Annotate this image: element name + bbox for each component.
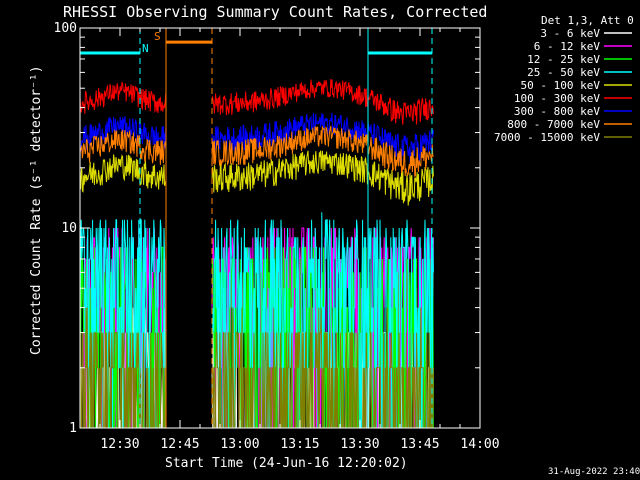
y-tick-label-1: 10 xyxy=(61,221,77,236)
legend-label-4: 50 - 100 keV xyxy=(521,79,601,92)
chart-title: RHESSI Observing Summary Count Rates, Co… xyxy=(63,3,487,21)
y-tick-label-0: 1 xyxy=(69,421,77,436)
series-line-5-0 xyxy=(80,81,167,114)
footer-date: 31-Aug-2022 23:40 xyxy=(548,467,640,477)
legend-label-7: 800 - 7000 keV xyxy=(507,118,600,131)
y-tick-label-2: 100 xyxy=(54,21,77,36)
x-tick-label-0: 12:30 xyxy=(100,437,139,452)
plot-area: NS xyxy=(80,28,434,428)
series-line-8-0 xyxy=(80,307,167,428)
series-50-100kev xyxy=(80,150,434,206)
legend-label-3: 25 - 50 keV xyxy=(527,66,600,79)
flag-label-n: N xyxy=(142,42,149,55)
x-tick-label-4: 13:30 xyxy=(340,437,379,452)
legend-label-2: 12 - 25 keV xyxy=(527,53,600,66)
series-7000-15000kev xyxy=(80,307,434,428)
legend-label-8: 7000 - 15000 keV xyxy=(494,131,600,144)
series-800-7000kev xyxy=(80,125,434,178)
series-line-7-0 xyxy=(80,129,167,165)
axis-ticks: 12:30 12:45 13:00 13:15 13:30 13:45 14:00 1 10 10… xyxy=(54,21,500,452)
legend-header: Det 1,3, Att 0 xyxy=(541,14,634,27)
x-tick-label-6: 14:00 xyxy=(460,437,499,452)
legend-label-6: 300 - 800 keV xyxy=(514,105,600,118)
series-100-300kev xyxy=(80,79,434,125)
legend-label-5: 100 - 300 keV xyxy=(514,92,600,105)
series-line-4-1 xyxy=(211,150,434,206)
series-line-6-0 xyxy=(80,115,167,152)
x-tick-label-5: 13:45 xyxy=(400,437,439,452)
series-line-5-1 xyxy=(211,79,434,125)
x-tick-label-3: 13:15 xyxy=(280,437,319,452)
x-tick-label-1: 12:45 xyxy=(160,437,199,452)
y-axis-label: Corrected Count Rate (s⁻¹ detector⁻¹) xyxy=(29,65,44,355)
series-line-8-1 xyxy=(212,307,434,428)
legend-label-0: 3 - 6 keV xyxy=(540,27,600,40)
series-line-4-0 xyxy=(80,154,167,193)
flag-label-s: S xyxy=(154,30,161,43)
legend-label-1: 6 - 12 keV xyxy=(534,40,601,53)
x-tick-label-2: 13:00 xyxy=(220,437,259,452)
x-axis-label: Start Time (24-Jun-16 12:20:02) xyxy=(165,456,408,471)
series-line-7-1 xyxy=(211,125,434,178)
series-line-3-0 xyxy=(80,219,166,428)
